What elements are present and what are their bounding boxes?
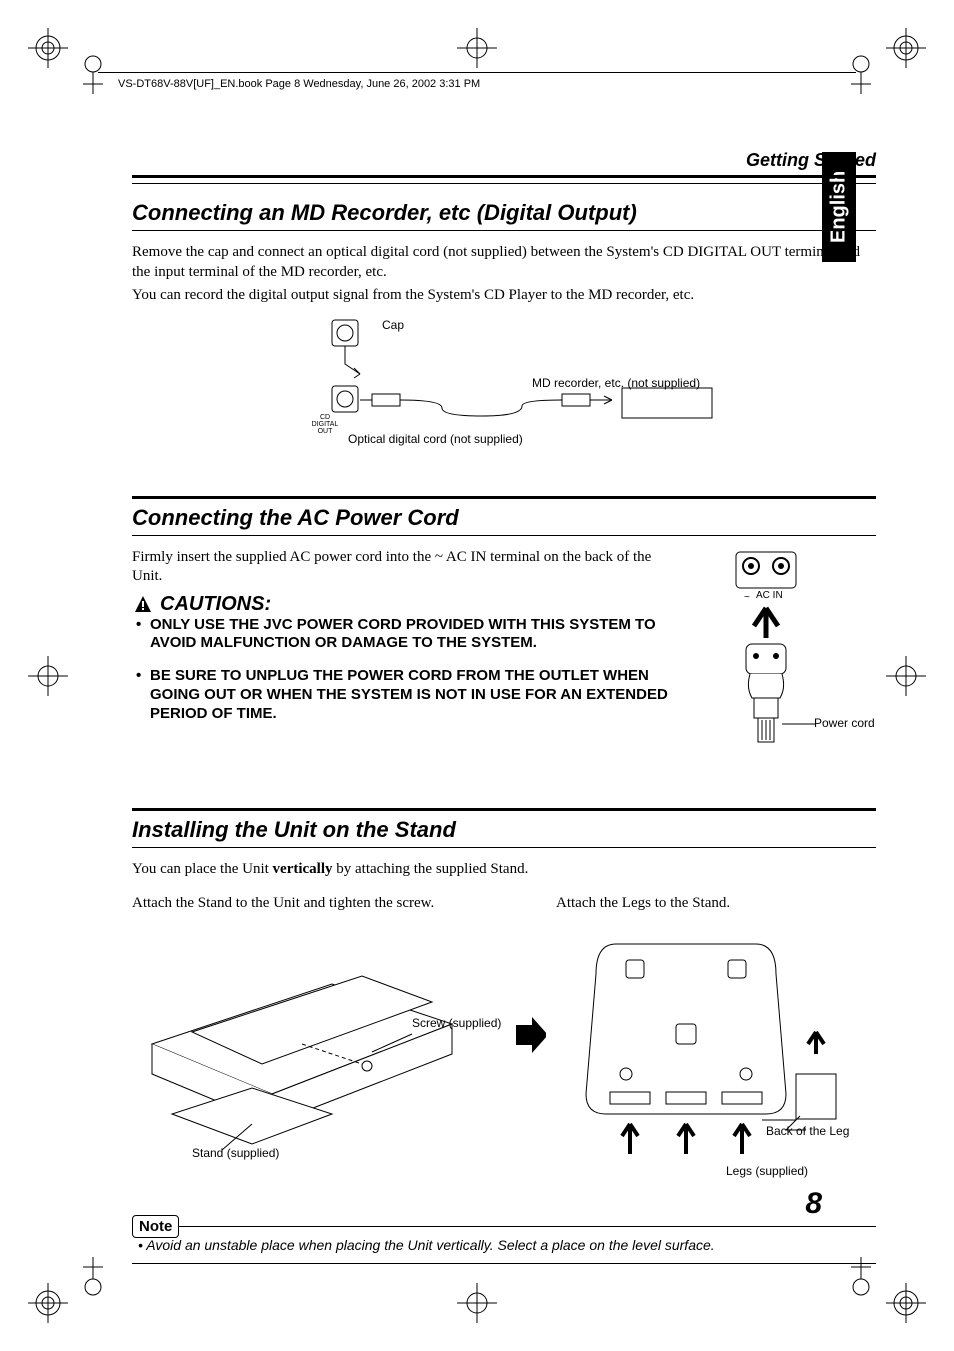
diagram-label-cap: Cap xyxy=(382,318,404,332)
crop-mark-icon xyxy=(28,28,68,68)
body-text: Remove the cap and connect an optical di… xyxy=(132,243,876,282)
body-text: You can place the Unit vertically by att… xyxy=(132,860,876,880)
body-text: Firmly insert the supplied AC power cord… xyxy=(132,548,676,587)
crop-mark-icon xyxy=(886,656,926,696)
crop-register-icon xyxy=(78,54,108,94)
title-rule xyxy=(132,847,876,848)
section-rule xyxy=(132,496,876,499)
crop-register-icon xyxy=(846,54,876,94)
stand-diagram-left: Screw (supplied) Stand (supplied) xyxy=(132,924,502,1184)
caution-list: ONLY USE THE JVC POWER CORD PROVIDED WIT… xyxy=(132,616,676,724)
md-diagram: Cap CD DIGITAL OUT MD recorder, etc. (no… xyxy=(132,316,876,466)
crop-mark-icon xyxy=(457,1283,497,1323)
crop-mark-icon xyxy=(28,1283,68,1323)
page-number: 8 xyxy=(805,1187,822,1221)
diagram-label-stand: Stand (supplied) xyxy=(192,1146,279,1160)
body-text: You can record the digital output signal… xyxy=(132,286,876,306)
note-box: Note Avoid an unstable place when placin… xyxy=(132,1214,876,1264)
svg-text:~: ~ xyxy=(744,592,750,603)
body-text-bold: vertically xyxy=(273,861,333,877)
crop-mark-icon xyxy=(28,656,68,696)
diagram-label-screw: Screw (supplied) xyxy=(412,1016,501,1030)
diagram-label-legs: Legs (supplied) xyxy=(726,1164,808,1178)
caution-item: BE SURE TO UNPLUG THE POWER CORD FROM TH… xyxy=(132,667,676,723)
caution-item: ONLY USE THE JVC POWER CORD PROVIDED WIT… xyxy=(132,616,676,654)
stand-diagram-right: Back of the Leg Legs (supplied) xyxy=(556,924,876,1184)
stand-instruction-right: Attach the Legs to the Stand. xyxy=(556,895,876,912)
note-text: Avoid an unstable place when placing the… xyxy=(132,1237,876,1253)
section-title-ac: Connecting the AC Power Cord xyxy=(132,505,876,531)
crop-register-icon xyxy=(78,1257,108,1297)
ac-diagram: ~ AC IN Power cord xyxy=(696,548,876,778)
running-header: VS-DT68V-88V[UF]_EN.book Page 8 Wednesda… xyxy=(118,78,480,90)
section-rule-thin xyxy=(132,183,876,184)
section-title-stand: Installing the Unit on the Stand xyxy=(132,817,876,843)
body-text-fragment: You can place the Unit xyxy=(132,861,273,877)
caution-icon xyxy=(132,593,154,615)
cautions-heading-text: CAUTIONS: xyxy=(160,593,271,616)
diagram-label-power-cord: Power cord xyxy=(814,716,875,730)
section-rule-thick xyxy=(132,175,876,178)
section-rule xyxy=(132,808,876,811)
diagram-label-out: CD DIGITAL OUT xyxy=(308,414,342,435)
diagram-label-back-leg: Back of the Leg xyxy=(766,1124,849,1138)
note-rule xyxy=(132,1226,876,1227)
section-title-md: Connecting an MD Recorder, etc (Digital … xyxy=(132,200,876,226)
stand-instruction-left: Attach the Stand to the Unit and tighten… xyxy=(132,895,502,912)
section-header: Getting Started xyxy=(132,150,876,171)
note-rule xyxy=(132,1263,876,1264)
crop-mark-icon xyxy=(886,28,926,68)
diagram-label-acin: AC IN xyxy=(756,590,783,601)
diagram-label-cord: Optical digital cord (not supplied) xyxy=(348,432,523,446)
crop-mark-icon xyxy=(457,28,497,68)
body-text-fragment: by attaching the supplied Stand. xyxy=(333,861,529,877)
crop-mark-icon xyxy=(886,1283,926,1323)
arrow-right-icon xyxy=(512,1015,546,1055)
title-rule xyxy=(132,535,876,536)
cautions-heading: CAUTIONS: xyxy=(132,593,676,616)
note-label: Note xyxy=(132,1215,179,1238)
header-rule xyxy=(98,72,856,73)
diagram-label-md: MD recorder, etc. (not supplied) xyxy=(532,376,700,390)
title-rule xyxy=(132,230,876,231)
